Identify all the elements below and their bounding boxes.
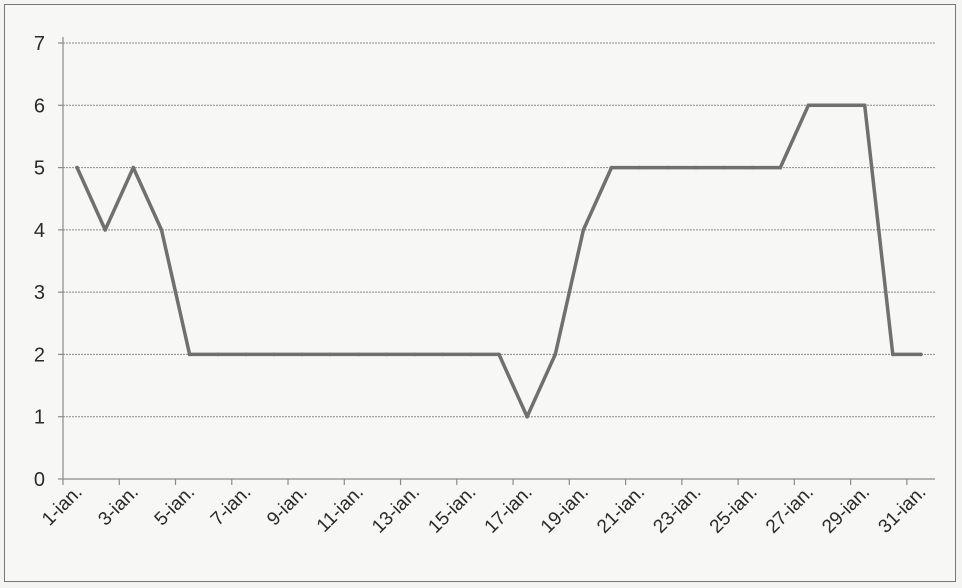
x-tick-label-15-ian: 15-ian. (424, 482, 480, 538)
data-point-4-ian (159, 228, 164, 232)
x-tick-label-27-ian: 27-ian. (762, 482, 818, 538)
data-point-3-ian (131, 165, 136, 170)
series-layer (75, 103, 923, 419)
data-point-13-ian (412, 352, 417, 357)
data-point-6-ian (215, 352, 220, 357)
x-tick-label-5-ian: 5-ian. (151, 482, 199, 530)
x-tick-label-13-ian: 13-ian. (368, 482, 424, 538)
x-tick-label-19-ian: 19-ian. (537, 482, 593, 538)
y-tick-label-3: 3 (34, 282, 45, 304)
x-tick-label-11-ian: 11-ian. (313, 482, 368, 537)
x-tick-label-3-ian: 3-ian. (94, 482, 142, 530)
data-point-31-ian (919, 352, 923, 357)
data-point-27-ian (806, 103, 811, 108)
x-tick-label-1-ian: 1-ian. (38, 482, 86, 530)
data-point-15-ian (469, 352, 473, 357)
data-point-16-ian (497, 352, 501, 357)
data-point-11-ian (356, 352, 361, 357)
x-tick-label-31-ian: 31-ian. (875, 482, 931, 538)
data-point-9-ian (300, 352, 304, 357)
axes (58, 37, 935, 485)
data-point-8-ian (272, 352, 276, 357)
data-point-30-ian (891, 352, 895, 357)
x-tick-label-25-ian: 25-ian. (706, 482, 762, 538)
y-axis-tick-labels: 0 1 2 3 4 5 6 7 (34, 33, 45, 491)
x-tick-label-9-ian: 9-ian. (263, 482, 311, 530)
x-tick-label-23-ian: 23-ian. (649, 482, 705, 538)
gridlines (63, 42, 935, 418)
x-tick-label-21-ian: 21-ian. (593, 482, 649, 538)
data-point-17-ian (525, 414, 529, 419)
data-point-22-ian (665, 165, 670, 170)
x-tick-label-17-ian: 17-ian. (481, 482, 537, 538)
data-point-1-ian (75, 165, 79, 170)
data-point-19-ian (581, 228, 586, 232)
y-tick-label-1: 1 (34, 407, 45, 429)
data-point-7-ian (244, 352, 248, 357)
data-point-2-ian (103, 228, 107, 232)
y-tick-label-5: 5 (34, 158, 45, 180)
y-tick-label-7: 7 (34, 33, 45, 55)
data-point-5-ian (187, 352, 192, 357)
data-point-10-ian (328, 352, 333, 357)
x-tick-label-29-ian: 29-ian. (818, 482, 874, 538)
y-tick-label-2: 2 (34, 344, 45, 366)
data-point-14-ian (440, 352, 445, 357)
x-axis-tick-labels: 1-ian. 3-ian. 5-ian. 7-ian. 9-ian. 11-ian. 13-… (38, 482, 930, 538)
y-tick-label-4: 4 (34, 220, 45, 242)
data-point-24-ian (722, 165, 726, 170)
y-tick-label-0: 0 (34, 469, 45, 491)
series-line-0 (75, 103, 923, 419)
y-tick-label-6: 6 (34, 95, 45, 117)
data-point-23-ian (694, 165, 698, 170)
data-point-28-ian (834, 103, 839, 108)
data-point-12-ian (384, 352, 389, 357)
data-point-20-ian (609, 165, 614, 170)
data-point-26-ian (778, 165, 783, 170)
data-point-25-ian (750, 165, 754, 170)
data-point-29-ian (862, 103, 867, 108)
x-tick-label-7-ian: 7-ian. (207, 482, 255, 530)
data-point-21-ian (637, 165, 642, 170)
data-point-18-ian (553, 352, 558, 357)
